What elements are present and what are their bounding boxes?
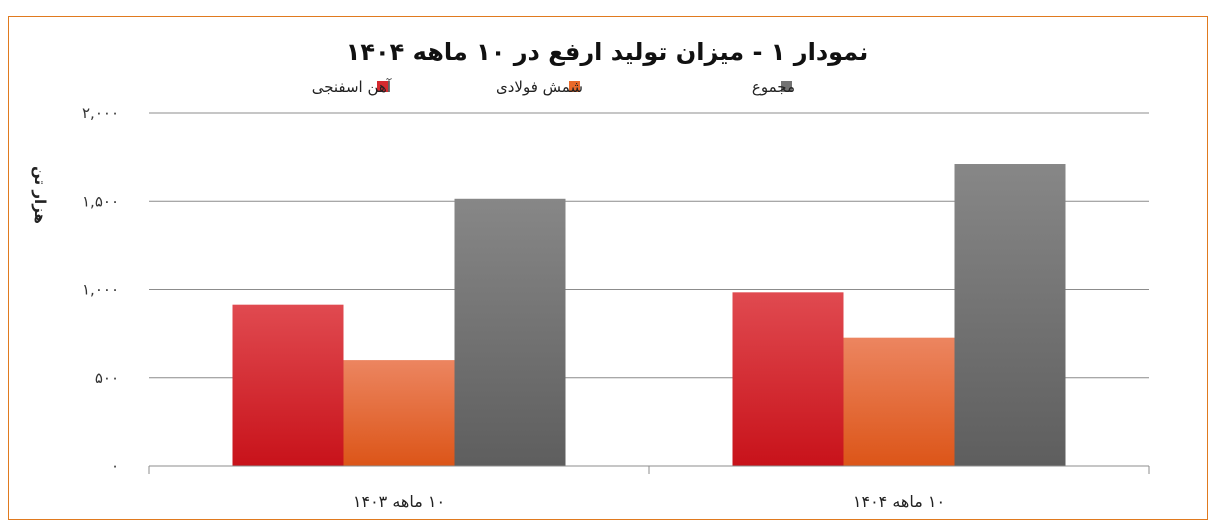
bars (232, 164, 1066, 467)
bar-1-1 (843, 337, 955, 466)
y-axis-label: هزار تن (31, 166, 49, 224)
legend-marker (569, 81, 580, 92)
y-tick-label: ۱,۵۰۰ (82, 192, 119, 210)
y-axis-ticks: ۰ ۵۰۰ ۱,۰۰۰ ۱,۵۰۰ ۲,۰۰۰ (82, 104, 119, 475)
legend-label: مجموع (752, 78, 795, 96)
legend-marker (377, 81, 388, 92)
bar-0-0 (232, 304, 344, 466)
x-axis-categories: ۱۰ ماهه ۱۴۰۳ ۱۰ ماهه ۱۴۰۴ (353, 492, 945, 511)
y-tick-label: ۰ (111, 457, 119, 475)
bar-0-1 (732, 292, 844, 466)
bar-2-1 (954, 164, 1066, 467)
legend-label: شمش فولادی (496, 78, 583, 96)
bar-chart: نمودار ۱ - میزان تولید ارفع در ۱۰ ماهه ۱… (31, 38, 1150, 511)
bar-2-0 (454, 198, 566, 467)
category-label: ۱۰ ماهه ۱۴۰۴ (853, 492, 945, 511)
axes (148, 465, 1150, 474)
legend-marker (781, 81, 792, 92)
y-tick-label: ۵۰۰ (95, 369, 119, 387)
legend: آهن اسفنجی شمش فولادی مجموع (312, 78, 795, 96)
category-label: ۱۰ ماهه ۱۴۰۳ (353, 492, 445, 511)
chart-title: نمودار ۱ - میزان تولید ارفع در ۱۰ ماهه ۱… (346, 38, 869, 66)
bar-1-0 (343, 360, 455, 466)
y-tick-label: ۲,۰۰۰ (82, 104, 119, 122)
chart-frame: نمودار ۱ - میزان تولید ارفع در ۱۰ ماهه ۱… (8, 16, 1208, 520)
legend-label: آهن اسفنجی (312, 78, 392, 96)
y-tick-label: ۱,۰۰۰ (82, 281, 119, 299)
